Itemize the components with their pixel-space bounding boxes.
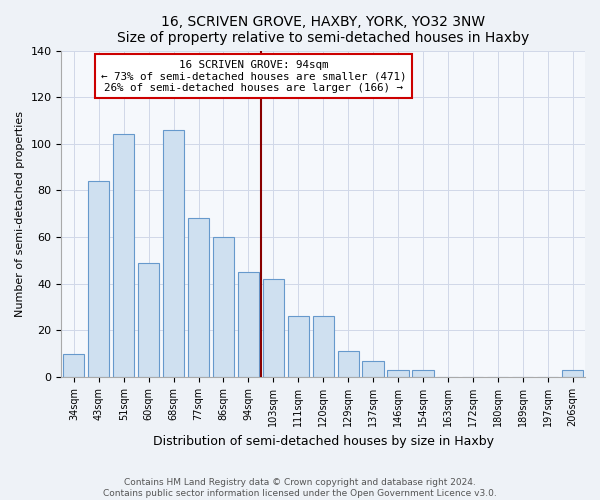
Bar xyxy=(287,316,309,377)
Bar xyxy=(113,134,134,377)
Bar xyxy=(412,370,434,377)
Bar xyxy=(338,352,359,377)
Text: Contains HM Land Registry data © Crown copyright and database right 2024.
Contai: Contains HM Land Registry data © Crown c… xyxy=(103,478,497,498)
Bar xyxy=(313,316,334,377)
Bar xyxy=(88,181,109,377)
Bar xyxy=(213,237,234,377)
Bar xyxy=(63,354,85,377)
Bar xyxy=(562,370,583,377)
Bar xyxy=(238,272,259,377)
Bar xyxy=(388,370,409,377)
X-axis label: Distribution of semi-detached houses by size in Haxby: Distribution of semi-detached houses by … xyxy=(153,434,494,448)
Bar xyxy=(188,218,209,377)
Bar xyxy=(163,130,184,377)
Title: 16, SCRIVEN GROVE, HAXBY, YORK, YO32 3NW
Size of property relative to semi-detac: 16, SCRIVEN GROVE, HAXBY, YORK, YO32 3NW… xyxy=(117,15,529,45)
Y-axis label: Number of semi-detached properties: Number of semi-detached properties xyxy=(15,111,25,317)
Bar xyxy=(263,279,284,377)
Text: 16 SCRIVEN GROVE: 94sqm
← 73% of semi-detached houses are smaller (471)
26% of s: 16 SCRIVEN GROVE: 94sqm ← 73% of semi-de… xyxy=(101,60,406,93)
Bar xyxy=(362,360,383,377)
Bar xyxy=(138,263,159,377)
